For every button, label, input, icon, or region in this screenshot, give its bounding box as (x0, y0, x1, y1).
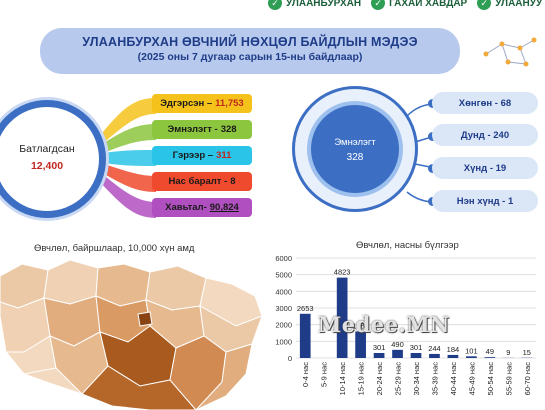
bar (373, 352, 385, 358)
x-tick-label: 35-39 нас (430, 362, 439, 396)
x-tick-label: 0-4 нас (301, 362, 310, 387)
x-tick-label: 10-14 нас (338, 362, 347, 396)
x-tick-label: 55-59 нас (504, 362, 513, 396)
data-label: 9 (506, 348, 510, 357)
severity-label: Хөнгөн - 68 (458, 97, 512, 109)
data-label: 101 (465, 346, 478, 355)
bar (447, 354, 459, 358)
ribbon-hospitalized: Эмнэлэгт -328 (152, 120, 252, 139)
bar (484, 357, 496, 358)
data-label: 490 (391, 340, 404, 349)
page-subtitle: (2025 оны 7 дугаар сарын 15-ны байдлаар) (137, 51, 363, 63)
bar (336, 277, 348, 358)
chart-title: Өвчлөл, насны бүлгээр (356, 240, 459, 251)
shield-check-icon: ✓ (477, 0, 492, 10)
severity-label: Нэн хүнд - 1 (456, 195, 514, 207)
data-label: 4823 (334, 268, 351, 277)
ribbon-label: Эдгэрсэн – (160, 98, 213, 109)
bar (392, 349, 403, 358)
data-label: 184 (447, 345, 460, 354)
confirmed-circle: Батлагдсан 12,400 (0, 100, 106, 218)
y-tick-label: 2000 (275, 321, 292, 330)
tag-label: УЛААНУУ (495, 0, 543, 9)
x-tick-label: 15-19 нас (357, 362, 366, 396)
watermark-logo: Medee.MN (318, 312, 450, 337)
tag-label: ГАХАЙ ХАВДАР (389, 0, 468, 9)
x-tick-label: 45-49 нас (467, 362, 476, 396)
network-decoration-icon (483, 37, 537, 67)
x-tick-label: 60-70 нас (523, 362, 532, 396)
ribbon-label: Эмнэлэгт - (167, 124, 218, 135)
severity-severe: Хүнд - 19 (432, 157, 538, 179)
ribbon-value: 311 (216, 150, 232, 161)
ribbon-label: Нас баралт - (168, 176, 228, 187)
bar (429, 353, 440, 358)
severity-moderate: Дунд - 240 (432, 124, 538, 146)
shield-check-icon: ✓ (371, 0, 386, 10)
y-tick-label: 4000 (275, 287, 292, 296)
x-tick-label: 40-44 нас (449, 362, 458, 396)
y-tick-label: 0 (288, 354, 292, 363)
ribbon-label: Хавьтал- (165, 202, 207, 213)
y-tick-label: 5000 (275, 271, 292, 280)
hospital-circle: Эмнэлэгт 328 (307, 101, 403, 197)
data-label: 49 (486, 347, 494, 356)
hospital-value: 328 (346, 152, 364, 163)
ribbon-label: Гэрээр – (172, 150, 214, 161)
bar (410, 352, 422, 358)
shield-check-icon: ✓ (268, 0, 282, 10)
ribbon-home: Гэрээр –311 (152, 146, 252, 165)
ribbon-fan (90, 98, 156, 218)
map-title: Өвчлөл, байршлаар, 10,000 хүн амд (34, 243, 195, 254)
tag-mumps[interactable]: ✓ ГАХАЙ ХАВДАР (371, 0, 467, 10)
bar (299, 313, 311, 358)
x-tick-label: 5-9 нас (320, 362, 329, 387)
data-label: 301 (410, 343, 423, 352)
ribbon-contacts: Хавьтал- 90,824 (152, 198, 252, 217)
x-tick-label: 25-29 нас (394, 362, 403, 396)
x-tick-label: 20-24 нас (375, 362, 384, 396)
y-tick-label: 6000 (275, 254, 292, 263)
bar (466, 356, 477, 358)
tag-measles[interactable]: ✓ УЛААНБУРХАН (268, 0, 361, 10)
severity-mild: Хөнгөн - 68 (432, 92, 538, 114)
severity-label: Хүнд - 19 (463, 162, 507, 174)
severity-label: Дунд - 240 (460, 129, 510, 141)
hospital-label: Эмнэлэгт (334, 137, 376, 148)
tag-label: УЛААНБУРХАН (286, 0, 362, 9)
bar (355, 331, 366, 358)
data-label: 1589 (352, 322, 369, 331)
data-label: 301 (373, 343, 386, 352)
title-banner: УЛААНБУРХАН ӨВЧНИЙ НӨХЦӨЛ БАЙДЛЫН МЭДЭЭ … (40, 28, 460, 74)
data-label: 244 (428, 344, 441, 353)
y-tick-label: 3000 (275, 304, 292, 313)
ribbon-value: 8 (230, 176, 236, 187)
top-tag-bar: ✓ УЛААНБУРХАН ✓ ГАХАЙ ХАВДАР ✓ УЛААНУУ (268, 0, 542, 10)
y-tick-label: 1000 (275, 337, 292, 346)
data-label: 2653 (297, 304, 314, 313)
ribbon-value: 11,753 (215, 98, 244, 109)
ribbon-value: 90,824 (209, 202, 239, 213)
confirmed-value: 12,400 (30, 160, 64, 172)
severity-critical: Нэн хүнд - 1 (432, 190, 538, 212)
ribbon-recovered: Эдгэрсэн –11,753 (152, 94, 252, 113)
tag-rubella[interactable]: ✓ УЛААНУУ (477, 0, 542, 10)
confirmed-label: Батлагдсан (19, 143, 75, 155)
ribbon-value: 328 (220, 124, 237, 135)
data-label: 15 (523, 348, 531, 357)
x-tick-label: 50-54 нас (486, 362, 495, 396)
x-tick-label: 30-34 нас (412, 362, 421, 396)
ribbon-deaths: Нас баралт -8 (152, 172, 252, 191)
age-group-bar-chart: 0 1000 2000 3000 4000 5000 6000 2653 0-4 нас 5-9 … (275, 254, 536, 396)
mongolia-choropleth-map (0, 259, 262, 410)
page-title: УЛААНБУРХАН ӨВЧНИЙ НӨХЦӨЛ БАЙДЛЫН МЭДЭЭ (82, 35, 418, 49)
